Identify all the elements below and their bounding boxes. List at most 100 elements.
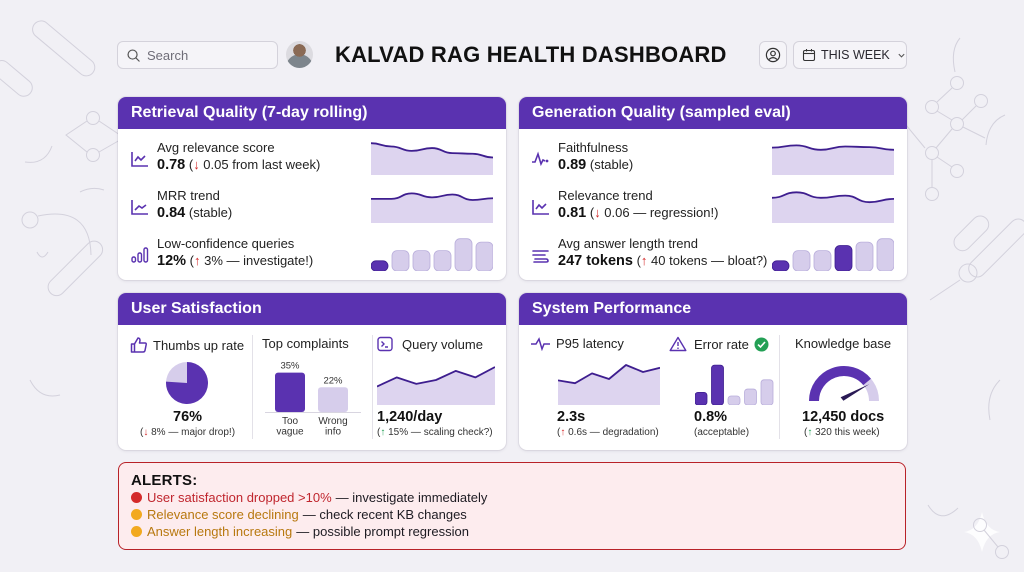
alert-severity-dot [131,526,142,537]
metric-label: Low-confidence queries [157,236,295,251]
metric-faithfulness: Faithfulness 0.89 (stable) [519,137,907,181]
arrow-down-icon: ↓ [143,427,149,438]
mini-bar [371,260,389,271]
system-performance-card: System Performance P95 latency 2.3s (↑ 0… [519,293,907,450]
alert-headline: Answer length increasing [147,524,293,539]
area-fill [558,365,660,405]
bar-chart-icon [131,247,149,263]
complaint-category-label: info [325,427,342,438]
mini-bar [454,238,473,271]
error-rate-status: (acceptable) [694,427,750,438]
sparkline-area [772,145,894,175]
user-avatar[interactable] [286,41,313,68]
latency-value: 2.3s [557,409,586,425]
header-bar: KALVAD RAG HEALTH DASHBOARD THIS WEEK [117,41,907,69]
arrow-down-icon: ↓ [594,205,601,220]
sparkline [371,142,493,175]
arrow-up-icon: ↑ [807,427,813,438]
panel-title: Top complaints [262,336,349,351]
metric-answer-length: Avg answer length trend 247 tokens (↑ 40… [519,233,907,277]
knowledge-base-delta: (↑ 320 this week) [804,427,880,438]
alert-item[interactable]: Relevance score declining — check recent … [131,506,905,523]
alert-action: — possible prompt regression [296,524,469,539]
error-rate-bar [744,388,757,405]
arrow-up-icon: ↑ [193,253,201,268]
text-lines-icon [532,250,549,263]
check-circle-icon [754,337,769,351]
pie-slice-thumbs-up [166,362,208,404]
retrieval-quality-card: Retrieval Quality (7-day rolling) Avg re… [118,97,506,280]
search-input[interactable] [147,47,267,63]
sparkline-line [772,144,894,151]
metric-relevance-trend: Relevance trend 0.81 (↓ 0.06 — regressio… [519,185,907,229]
error-rate-bar [727,395,741,405]
mini-bar [813,250,832,271]
metric-mrr-trend: MRR trend 0.84 (stable) [118,185,506,229]
gauge-fill [809,366,871,402]
area-line [377,366,495,388]
area-line [558,364,660,385]
mini-bar [412,250,431,271]
error-rate-bar-chart [695,364,774,405]
thumbs-up-panel: Thumbs up rate 76% (↓ 8% — major drop!) [118,325,253,450]
alerts-panel: ALERTS: User satisfaction dropped >10% — … [118,462,906,550]
metric-label: Avg relevance score [157,140,275,155]
error-rate-bar [711,364,724,405]
complaint-bar [318,387,348,412]
arrow-up-icon: ↑ [560,427,566,438]
alert-item[interactable]: Answer length increasing — possible promp… [131,523,905,540]
search-box[interactable] [117,41,278,69]
mini-bar [475,241,493,271]
sparkline-area [371,143,493,175]
metric-low-confidence: Low-confidence queries 12% (↑ 3% — inves… [118,233,506,277]
error-rate-value: 0.8% [694,409,728,425]
metric-label: Relevance trend [558,188,653,203]
metric-value: 0.84 (stable) [157,205,233,221]
mini-bar [855,241,874,271]
pulse-icon [531,336,550,351]
metric-value: 0.81 (↓ 0.06 — regression!) [558,205,719,221]
calendar-icon [802,49,816,62]
thumbs-up-value: 76% [173,409,203,425]
thumbs-up-pie-chart [166,362,208,404]
metric-value: 12% (↑ 3% — investigate!) [157,253,314,269]
complaint-value-label: 35% [280,361,300,372]
knowledge-base-gauge [809,366,879,402]
area-fill [377,367,495,405]
line-chart-icon [131,200,148,215]
date-range-select[interactable]: THIS WEEK [793,41,907,69]
metric-label: Faithfulness [558,140,629,155]
sparkline [772,191,894,223]
pulse-icon [532,151,549,167]
metric-value: 0.78 (↓ 0.05 from last week) [157,157,321,173]
terminal-icon [377,336,393,352]
divider [779,335,780,439]
knowledge-base-value: 12,450 docs [802,409,885,425]
panel-title: Thumbs up rate [130,336,244,354]
sparkline-line [772,191,894,204]
card-title: User Satisfaction [118,293,506,325]
divider [372,335,373,439]
latency-panel: P95 latency 2.3s (↑ 0.6s — degradation) [519,325,660,450]
mini-bar [772,260,790,271]
query-volume-chart [377,366,495,405]
mini-bar [792,250,811,271]
metric-value: 247 tokens (↑ 40 tokens — bloat?) [558,253,768,269]
profile-button[interactable] [759,41,787,69]
sparkline-area [772,192,894,223]
alert-item[interactable]: User satisfaction dropped >10% — investig… [131,489,905,506]
alert-action: — check recent KB changes [302,507,467,522]
sparkline [772,144,894,175]
mini-bar [391,250,410,271]
sparkline-area [371,193,493,223]
divider [252,335,253,439]
gauge-needle [840,384,870,401]
metric-label: Avg answer length trend [558,236,698,251]
error-rate-bar [760,379,774,405]
page-title: KALVAD RAG HEALTH DASHBOARD [335,42,727,67]
user-circle-icon [765,47,781,63]
complaint-bar [275,372,305,412]
complaint-category-label: vague [276,427,304,438]
query-volume-panel: Query volume 1,240/day (↑ 15% — scaling … [373,325,506,450]
metric-label: MRR trend [157,188,220,203]
